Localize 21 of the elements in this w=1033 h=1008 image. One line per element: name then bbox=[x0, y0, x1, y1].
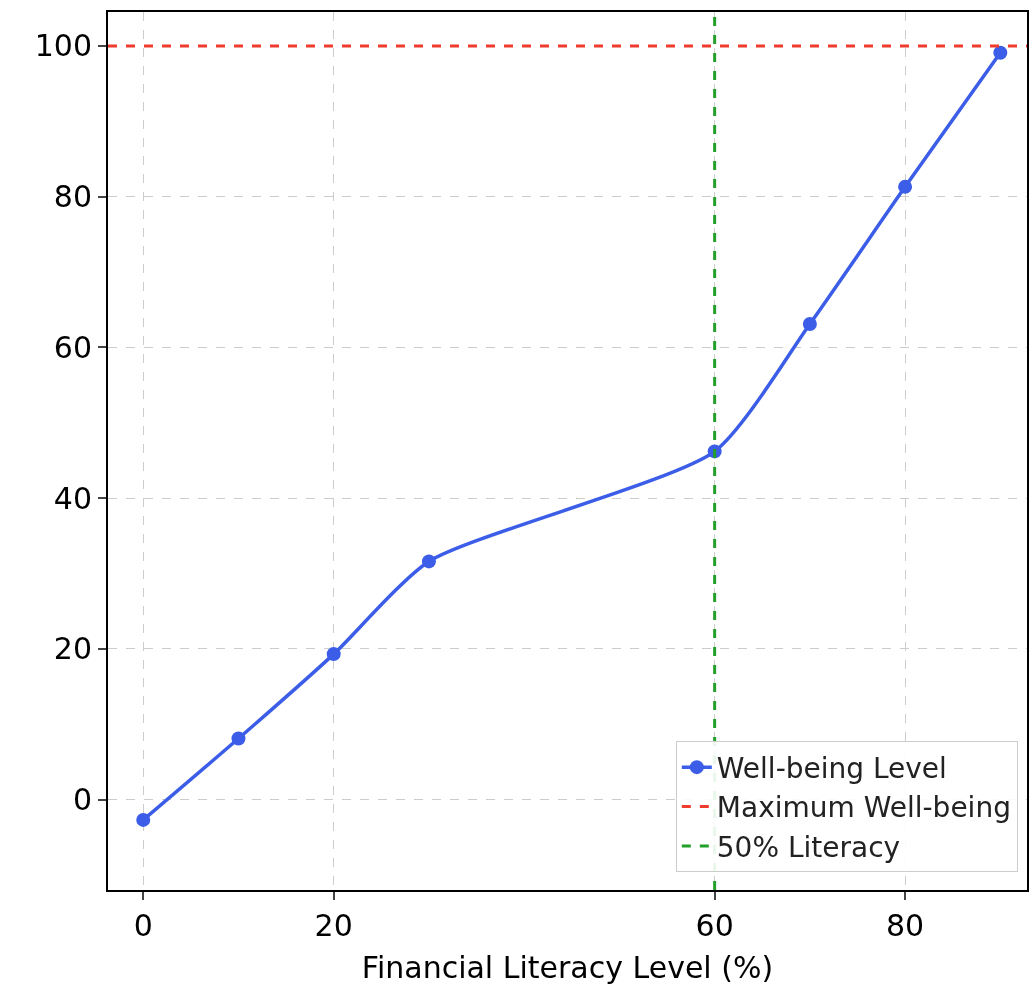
y-tick-label: 40 bbox=[53, 480, 92, 516]
legend-label: Well-being Level bbox=[716, 752, 947, 786]
point bbox=[326, 647, 341, 662]
y-tick-label: 100 bbox=[34, 28, 92, 64]
point bbox=[898, 179, 913, 194]
legend-label: Maximum Well-being bbox=[716, 791, 1011, 825]
point bbox=[421, 554, 436, 569]
point bbox=[136, 812, 151, 827]
x-tick-label: 0 bbox=[133, 908, 153, 943]
x-tick-label: 20 bbox=[314, 908, 353, 943]
y-tick-label: 60 bbox=[53, 329, 92, 365]
x-tick-label: 60 bbox=[695, 908, 734, 943]
y-tick-label: 0 bbox=[72, 782, 92, 818]
x-axis-title: Financial Literacy Level (%) bbox=[361, 950, 774, 985]
point bbox=[231, 731, 246, 746]
y-tick-label: 80 bbox=[53, 179, 92, 215]
point bbox=[993, 45, 1008, 60]
ref-line-label: 50% Literacy bbox=[716, 830, 901, 864]
point bbox=[802, 317, 817, 331]
y-tick-label: 20 bbox=[53, 631, 92, 667]
x-tick-label: 80 bbox=[886, 908, 925, 943]
